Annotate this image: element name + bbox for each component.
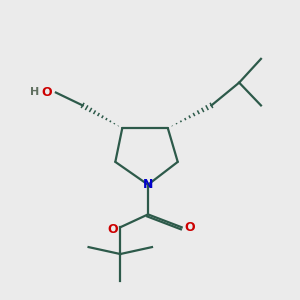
Text: O: O (42, 86, 52, 99)
Text: H: H (30, 86, 40, 97)
Text: O: O (107, 223, 118, 236)
Text: N: N (143, 178, 153, 191)
Text: O: O (184, 221, 195, 234)
